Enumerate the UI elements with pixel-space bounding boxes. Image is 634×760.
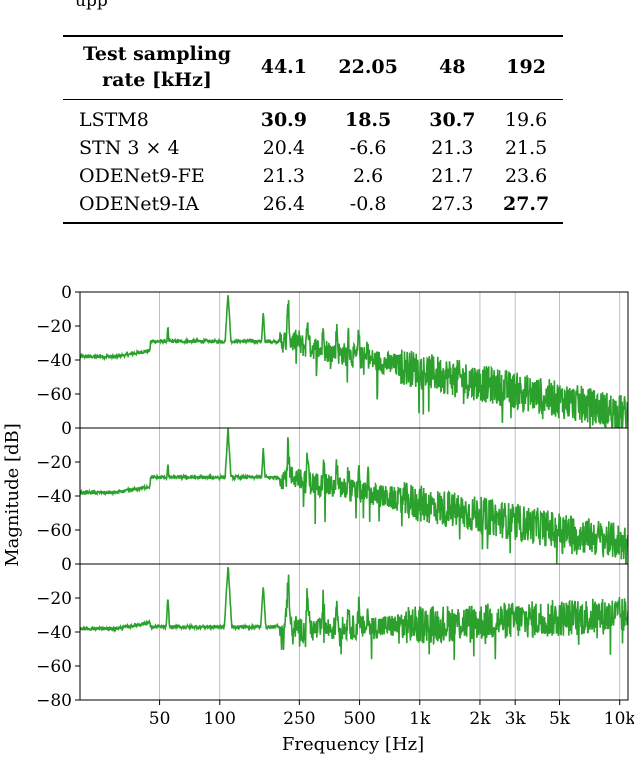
y-tick-label: 0	[61, 555, 72, 575]
table-cell: 27.7	[502, 193, 550, 215]
x-tick-label: 50	[149, 709, 171, 729]
table-cell: 2.6	[353, 165, 384, 187]
table-row: STN 3 × 4 20.4 -6.6 21.3 21.5	[63, 134, 563, 162]
spectrum-chart: 0 −20 −40 −60 0 −20 −40 −60 0 −20 −40 −60 −80 50 100 2…	[2, 283, 634, 755]
results-table: Test sampling rate [kHz] 44.1 22.05 48 1…	[63, 35, 563, 224]
panel-frame	[79, 291, 629, 429]
y-tick-label: −40	[36, 623, 72, 643]
table-cell: 21.7	[431, 165, 474, 187]
x-tick-label: 2k	[469, 709, 491, 729]
row-label: STN 3 × 4	[79, 137, 180, 159]
table-cell: 20.4	[262, 137, 306, 159]
header-label-line1: Test sampling	[82, 43, 232, 65]
header-label-line2: rate [kHz]	[102, 69, 212, 91]
caption-fragment: upp	[75, 0, 108, 11]
x-axis-label: Frequency [Hz]	[282, 734, 424, 755]
y-axis-label: Magnitude [dB]	[2, 423, 23, 567]
spectrum-line	[80, 566, 628, 660]
panels-layer: 0 −20 −40 −60 0 −20 −40 −60 0 −20 −40 −60 −80	[36, 283, 629, 711]
results-table-container: Test sampling rate [kHz] 44.1 22.05 48 1…	[63, 35, 563, 224]
y-tick-label: 0	[61, 419, 72, 439]
x-tick-label: 1k	[409, 709, 431, 729]
header-col-48: 48	[439, 56, 466, 78]
x-tick-label: 100	[204, 709, 236, 729]
y-tick-label: −60	[36, 521, 72, 541]
x-tick-label: 250	[283, 709, 315, 729]
y-tick-label: −20	[36, 589, 72, 609]
x-tick-label: 3k	[505, 709, 527, 729]
x-tick-label: 5k	[549, 709, 571, 729]
y-tick-label: −60	[36, 657, 72, 677]
table-cell: -0.8	[349, 193, 387, 215]
row-label: LSTM8	[79, 109, 149, 131]
table-cell: 21.5	[504, 137, 548, 159]
table-cell: 21.3	[262, 165, 306, 187]
spectrum-line	[80, 428, 628, 564]
spectrum-panel-3: 0 −20 −40 −60 −80	[36, 555, 629, 711]
x-tick-label: 500	[343, 709, 375, 729]
spectrum-figure: 0 −20 −40 −60 0 −20 −40 −60 0 −20 −40 −60 −80 50 100 2…	[0, 280, 634, 760]
table-row: ODENet9-FE 21.3 2.6 21.7 23.6	[63, 162, 563, 190]
spectrum-panel-1: 0 −20 −40 −60	[36, 283, 629, 429]
table-header-row: Test sampling rate [kHz] 44.1 22.05 48 1…	[63, 36, 563, 100]
spectrum-line	[80, 295, 628, 428]
y-tick-label: −40	[36, 351, 72, 371]
table-cell: 21.3	[431, 137, 474, 159]
y-tick-label: −60	[36, 385, 72, 405]
y-tick-label: −20	[36, 453, 72, 473]
y-tick-label: −40	[36, 487, 72, 507]
y-tick-label: −80	[36, 691, 72, 711]
table-cell: 26.4	[262, 193, 306, 215]
table-cell: 23.6	[504, 165, 548, 187]
table-cell: 27.3	[431, 193, 474, 215]
table-cell: -6.6	[349, 137, 387, 159]
table-cell: 30.7	[429, 109, 476, 131]
table-row: ODENet9-IA 26.4 -0.8 27.3 27.7	[63, 190, 563, 223]
row-label: ODENet9-FE	[79, 165, 205, 187]
header-label-cell: Test sampling rate [kHz]	[63, 36, 247, 100]
x-tick-label: 10k	[604, 709, 634, 729]
x-axis-ticks: 50 100 250 500 1k 2k 3k 5k 10k	[149, 700, 634, 729]
header-col-44-1: 44.1	[260, 56, 307, 78]
table-cell: 30.9	[260, 109, 307, 131]
table-cell: 18.5	[344, 109, 392, 131]
y-tick-label: −20	[36, 317, 72, 337]
spectrum-panel-2: 0 −20 −40 −60	[36, 419, 629, 565]
table-row: LSTM8 30.9 18.5 30.7 19.6	[63, 100, 563, 135]
header-col-192: 192	[506, 56, 546, 78]
header-col-22-05: 22.05	[338, 56, 398, 78]
y-tick-label: 0	[61, 283, 72, 303]
row-label: ODENet9-IA	[79, 193, 199, 215]
table-cell: 19.6	[504, 109, 548, 131]
